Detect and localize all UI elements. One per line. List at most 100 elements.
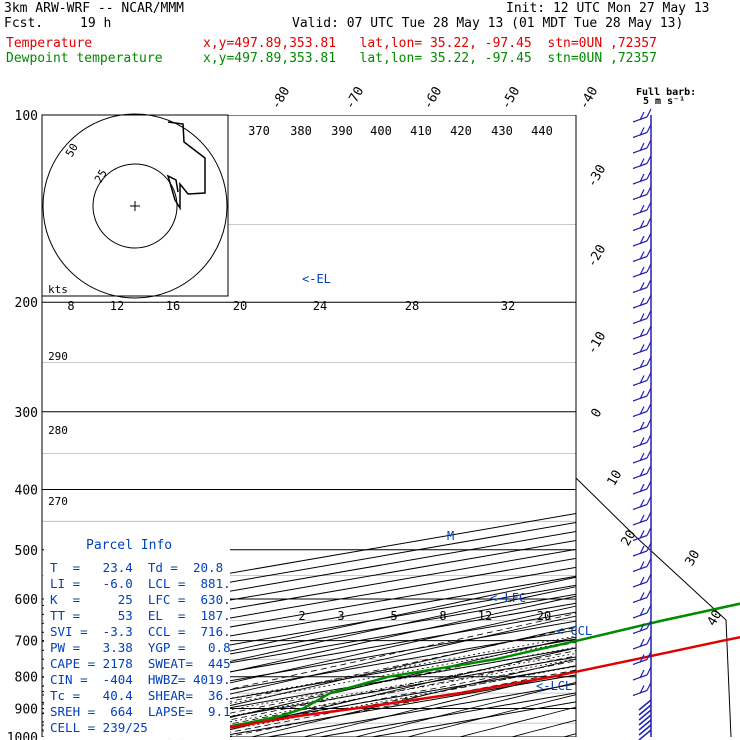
- parcel-info-row: Tc = 40.4 SHEAR= 36.: [50, 688, 231, 703]
- wind-barb: [639, 545, 645, 555]
- hodograph-axis-label: 28: [405, 299, 419, 313]
- dry-adiabat-line: [620, 115, 740, 740]
- wind-barb: [639, 313, 645, 322]
- wind-barb: [639, 235, 645, 245]
- theta-label: 290: [48, 350, 68, 363]
- mixing-ratio-label: 2: [298, 609, 305, 623]
- parcel-info-row: LI = -6.0 LCL = 881.: [50, 576, 231, 591]
- moist-adiabat-line: [111, 641, 576, 737]
- wind-barb: [646, 108, 652, 118]
- isotherm-line: [42, 620, 576, 714]
- wind-barb: [639, 592, 645, 601]
- theta-label: 390: [331, 124, 353, 138]
- m-marker: M: [447, 529, 454, 543]
- parcel-info-row: CIN = -404 HWBZ= 4019.: [50, 672, 231, 687]
- right-temperature-label: 30: [683, 548, 704, 569]
- wind-barb: [639, 359, 645, 369]
- wind-barb: [639, 530, 645, 539]
- hodograph-trace: [166, 121, 206, 211]
- wind-barb: [639, 204, 645, 214]
- temperature-legend-label: Temperature: [6, 36, 93, 51]
- isotherm-line: [319, 692, 576, 737]
- parcel-info-row: T = 23.4 Td = 20.8: [50, 560, 224, 575]
- isotherm-line: [215, 674, 576, 737]
- forecast-label: Fcst.: [4, 16, 44, 31]
- wind-barb: [639, 669, 645, 679]
- wind-barb: [639, 685, 645, 694]
- hodograph-unit-label: kts: [48, 283, 68, 296]
- theta-label: 400: [370, 124, 392, 138]
- parcel-info-row: SVI = -3.3 CCL = 716.: [50, 624, 231, 639]
- parcel-info-row: TT = 53 EL = 187.: [50, 608, 231, 623]
- pressure-label: 300: [15, 406, 38, 421]
- right-temperature-label: -20: [585, 242, 610, 270]
- theta-label: 420: [450, 124, 472, 138]
- init-time: Init: 12 UTC Mon 27 May 13: [506, 1, 710, 16]
- theta-label: 440: [531, 124, 553, 138]
- pressure-label: 700: [15, 635, 38, 650]
- wind-barb: [639, 297, 645, 307]
- temperature-profile-line: [181, 635, 740, 739]
- right-temperature-label: -10: [585, 329, 610, 357]
- ccl-marker: <-CCL: [556, 624, 592, 638]
- wind-barb: [639, 390, 645, 400]
- wind-barb: [639, 406, 645, 415]
- top-temperature-label: -40: [577, 84, 602, 112]
- mixing-ratio-label: 5: [390, 609, 397, 623]
- wind-barb: [639, 344, 645, 353]
- top-temperature-label: -70: [343, 84, 368, 112]
- lfc-marker: <-LFC: [490, 591, 526, 605]
- mixing-ratio-label: 8: [439, 609, 446, 623]
- mixing-ratio-label: 12: [478, 609, 492, 623]
- barb-legend-line1: Full barb:: [636, 87, 696, 98]
- theta-label: 370: [248, 124, 270, 138]
- hodograph-ring: [42, 113, 228, 299]
- wind-barb: [638, 704, 652, 716]
- parcel-info-row: PW = 3.38 YGP = 0.8: [50, 640, 231, 655]
- level-markers: <-EL <-LFC <-CCL <-LCL M: [302, 272, 592, 693]
- profile-lines: [167, 602, 740, 739]
- wind-barb: [639, 638, 645, 648]
- wind-barb: [638, 724, 652, 736]
- wind-barb: [639, 623, 645, 632]
- wind-barb: [639, 220, 645, 229]
- parcel-info-panel: Parcel Info T = 23.4 Td = 20.8 LI = -6.0…: [44, 538, 231, 738]
- mixing-ratio-label: 3: [337, 609, 344, 623]
- dry-adiabat-line: [301, 670, 576, 737]
- moist-adiabat-line: [184, 660, 576, 737]
- parcel-info-row: CAPE = 2178 SWEAT= 445: [50, 656, 231, 671]
- mixing-ratio-line: [188, 665, 576, 737]
- moist-adiabat-line: [163, 655, 576, 737]
- wind-barb: [639, 266, 645, 276]
- pressure-label: 100: [15, 109, 38, 124]
- wind-barb: [639, 483, 645, 493]
- theta-label: 280: [48, 424, 68, 437]
- wind-barb: [639, 189, 645, 198]
- moist-adiabat-line: [205, 665, 576, 737]
- frame-extension-line: [575, 477, 732, 738]
- dry-adiabat-line: [405, 694, 576, 737]
- dry-adiabat-line: [42, 576, 576, 693]
- isotherm-line: [371, 701, 576, 737]
- pressure-label: 500: [15, 544, 38, 559]
- moist-adiabat-line: [226, 669, 576, 737]
- isotherm-line: [42, 602, 576, 696]
- model-title: 3km ARW-WRF -- NCAR/MMM: [4, 1, 185, 16]
- hodograph-ring-label: 25: [92, 167, 110, 185]
- wind-barb: [638, 709, 652, 721]
- valid-time: Valid: 07 UTC Tue 28 May 13 (01 MDT Tue …: [292, 16, 684, 31]
- theta-label: 410: [410, 124, 432, 138]
- wind-barbs: [632, 108, 652, 740]
- isotherm-line: [42, 629, 576, 723]
- hodograph-axis-label: 16: [166, 299, 180, 313]
- dry-adiabat-line: [42, 586, 576, 704]
- theta-label: 430: [491, 124, 513, 138]
- isotherm-line: [42, 593, 576, 687]
- isotherm-line: [42, 575, 576, 669]
- top-temperature-label: -50: [499, 84, 524, 112]
- wind-barb: [639, 158, 645, 167]
- wind-barb: [639, 576, 645, 586]
- right-temperature-label: 0: [589, 406, 606, 420]
- theta-label: 380: [290, 124, 312, 138]
- dry-adiabat-line: [353, 681, 576, 737]
